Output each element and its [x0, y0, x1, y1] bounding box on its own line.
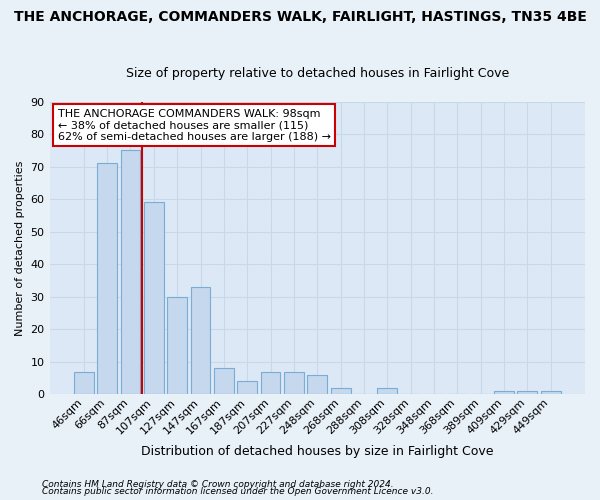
Y-axis label: Number of detached properties: Number of detached properties [15, 160, 25, 336]
Text: Contains HM Land Registry data © Crown copyright and database right 2024.: Contains HM Land Registry data © Crown c… [42, 480, 394, 489]
Bar [97, 164, 117, 394]
Bar [284, 372, 304, 394]
Bar [260, 372, 280, 394]
Bar [144, 202, 164, 394]
Bar [214, 368, 234, 394]
Title: Size of property relative to detached houses in Fairlight Cove: Size of property relative to detached ho… [125, 66, 509, 80]
Text: THE ANCHORAGE COMMANDERS WALK: 98sqm
← 38% of detached houses are smaller (115)
: THE ANCHORAGE COMMANDERS WALK: 98sqm ← 3… [58, 109, 331, 142]
Bar [191, 287, 211, 395]
Bar [331, 388, 350, 394]
X-axis label: Distribution of detached houses by size in Fairlight Cove: Distribution of detached houses by size … [141, 444, 494, 458]
Bar [167, 297, 187, 394]
Bar [74, 372, 94, 394]
Bar [121, 150, 140, 394]
Bar [494, 391, 514, 394]
Text: THE ANCHORAGE, COMMANDERS WALK, FAIRLIGHT, HASTINGS, TN35 4BE: THE ANCHORAGE, COMMANDERS WALK, FAIRLIGH… [14, 10, 586, 24]
Text: Contains public sector information licensed under the Open Government Licence v3: Contains public sector information licen… [42, 488, 433, 496]
Bar [517, 391, 538, 394]
Bar [307, 375, 327, 394]
Bar [377, 388, 397, 394]
Bar [238, 382, 257, 394]
Bar [541, 391, 560, 394]
